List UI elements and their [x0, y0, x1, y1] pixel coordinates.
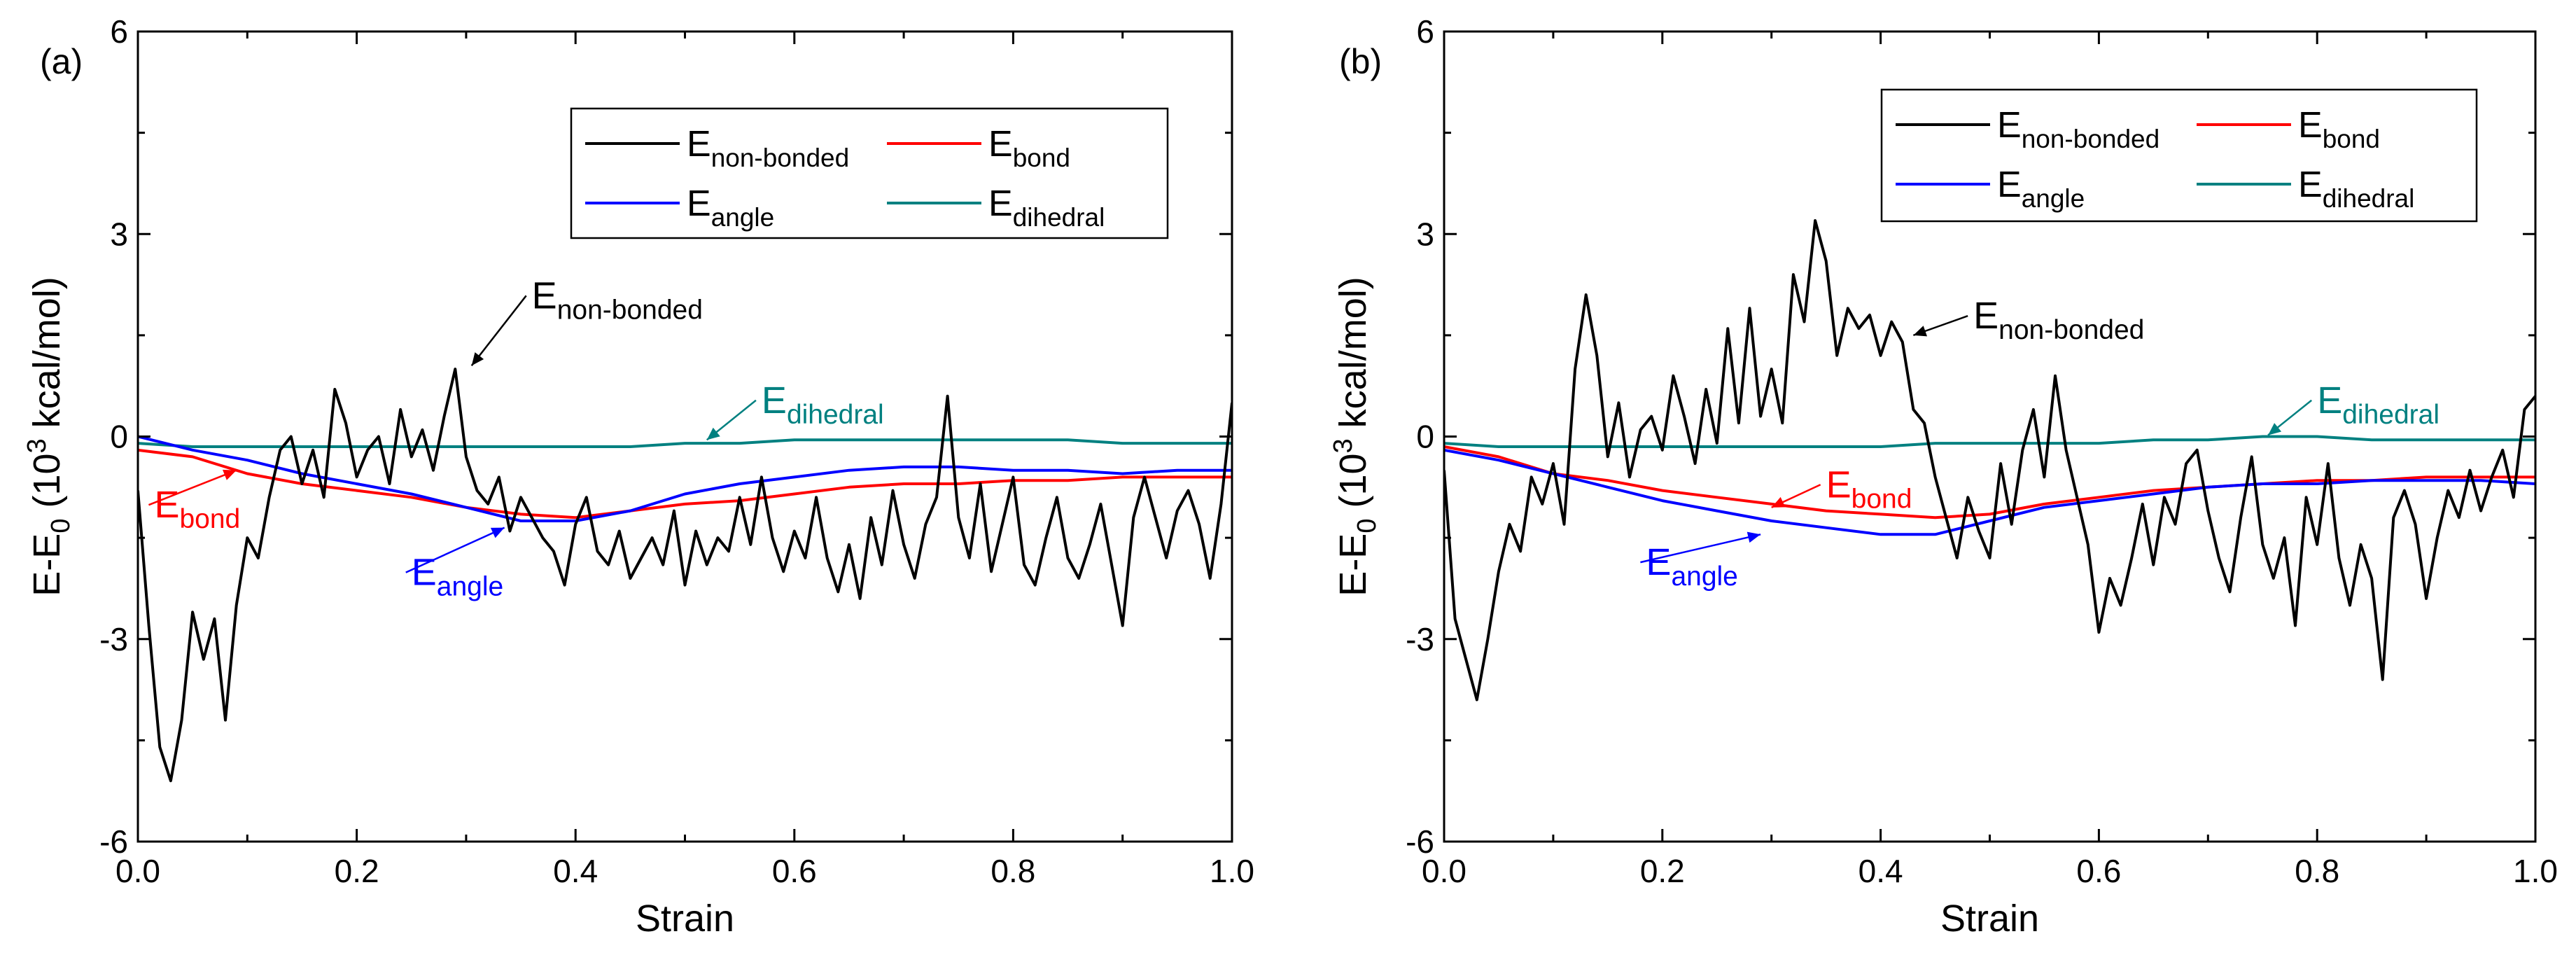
legend-entry: Edihedral [2298, 165, 2414, 213]
legend-entry: Ebond [2298, 105, 2380, 153]
y-axis-label: E-E0 (103 kcal/mol) [1329, 277, 1382, 596]
y-tick-label: 0 [1416, 419, 1434, 455]
annotation-arrow [148, 469, 237, 506]
annotation: Ebond [1771, 463, 1912, 514]
x-axis-label: Strain [636, 898, 734, 940]
x-tick-label: 0.4 [1858, 853, 1903, 889]
series-group [1444, 219, 2535, 702]
y-tick-label: 0 [110, 419, 128, 455]
annotation-arrowhead [222, 469, 237, 480]
annotation: Eangle [1640, 531, 1761, 592]
legend-entry: Eangle [1997, 165, 2085, 213]
legend-entry: Enon-bonded [687, 124, 849, 172]
legend-entry: Eangle [687, 183, 774, 232]
legend: Enon-bonded Ebond Eangle Edihedral [570, 107, 1169, 239]
x-tick-label: 1.0 [2513, 853, 2558, 889]
panel-label: (a) [40, 42, 83, 81]
annotation-arrowhead [2268, 423, 2282, 435]
annotation-arrowhead [1746, 531, 1761, 543]
series-line-e-non-bonded [1444, 219, 2535, 702]
legend-entry: Edihedral [988, 183, 1105, 232]
annotation: Eangle [405, 527, 505, 602]
annotation-arrowhead [1771, 496, 1786, 508]
x-tick-label: 0.4 [553, 853, 598, 889]
legend-entry: Enon-bonded [1997, 105, 2160, 153]
panel-label: (b) [1339, 42, 1382, 81]
annotation-arrow [1640, 534, 1761, 564]
y-tick-label: 6 [110, 13, 128, 50]
annotation: Enon-bonded [470, 274, 703, 367]
series-line-e-angle [1444, 448, 2535, 536]
annotation-label: Enon-bonded [532, 274, 703, 325]
panel-b: 0.0 0.2 0.4 0.6 0.8 1.0 -6 -3 0 3 6 Strain E-E0 (103… [1329, 13, 2558, 940]
annotation-arrowhead [490, 527, 505, 538]
annotation-label: Ebond [1826, 463, 1912, 514]
annotation-arrow [405, 527, 505, 573]
y-tick-label: -6 [1406, 823, 1434, 860]
y-tick-label: 6 [1416, 13, 1434, 50]
annotation-arrow [470, 295, 527, 367]
y-tick-label: -6 [99, 823, 128, 860]
x-tick-label: 0.2 [335, 853, 379, 889]
annotation-label: Enon-bonded [1973, 295, 2144, 345]
x-tick-label: 0.6 [772, 853, 817, 889]
y-tick-label: -3 [99, 621, 128, 657]
legend-entry: Ebond [988, 124, 1070, 172]
y-tick-label: 3 [110, 216, 128, 252]
x-tick-label: 0.8 [2295, 853, 2339, 889]
x-tick-label: 0.2 [1640, 853, 1685, 889]
annotation: Ebond [148, 469, 240, 534]
x-tick-label: 0.0 [115, 853, 160, 889]
annotation-arrowhead [706, 427, 720, 440]
y-tick-label: 3 [1416, 216, 1434, 252]
legend: Enon-bonded Ebond Eangle Edihedral [1880, 88, 2478, 223]
annotation-label: Ebond [154, 484, 240, 534]
x-axis-label: Strain [1940, 898, 2039, 940]
y-axis-label: E-E0 (103 kcal/mol) [22, 277, 76, 596]
legend-box [570, 107, 1169, 239]
x-tick-label: 0.8 [990, 853, 1035, 889]
x-tick-label: 0.6 [2076, 853, 2121, 889]
x-tick-label: 0.0 [1422, 853, 1466, 889]
annotation-arrowhead [1913, 326, 1928, 337]
annotation-label: Eangle [1646, 541, 1737, 592]
annotation-label: Edihedral [762, 379, 884, 430]
panel-a: 0.0 0.2 0.4 0.6 0.8 1.0 -6 -3 0 3 6 Strain E-E0 (103… [22, 13, 1254, 940]
y-tick-label: -3 [1406, 621, 1434, 657]
series-line-e-dihedral [138, 438, 1232, 448]
annotation: Edihedral [2267, 379, 2440, 436]
annotation-label: Edihedral [2317, 379, 2440, 430]
annotation-arrowhead [471, 352, 484, 366]
legend-box [1880, 88, 2478, 223]
annotation-label: Eangle [412, 552, 503, 602]
annotation: Edihedral [706, 379, 884, 441]
series-line-e-non-bonded [138, 368, 1232, 783]
annotation: Enon-bonded [1912, 295, 2144, 345]
series-group [138, 368, 1232, 783]
x-tick-label: 1.0 [1210, 853, 1254, 889]
